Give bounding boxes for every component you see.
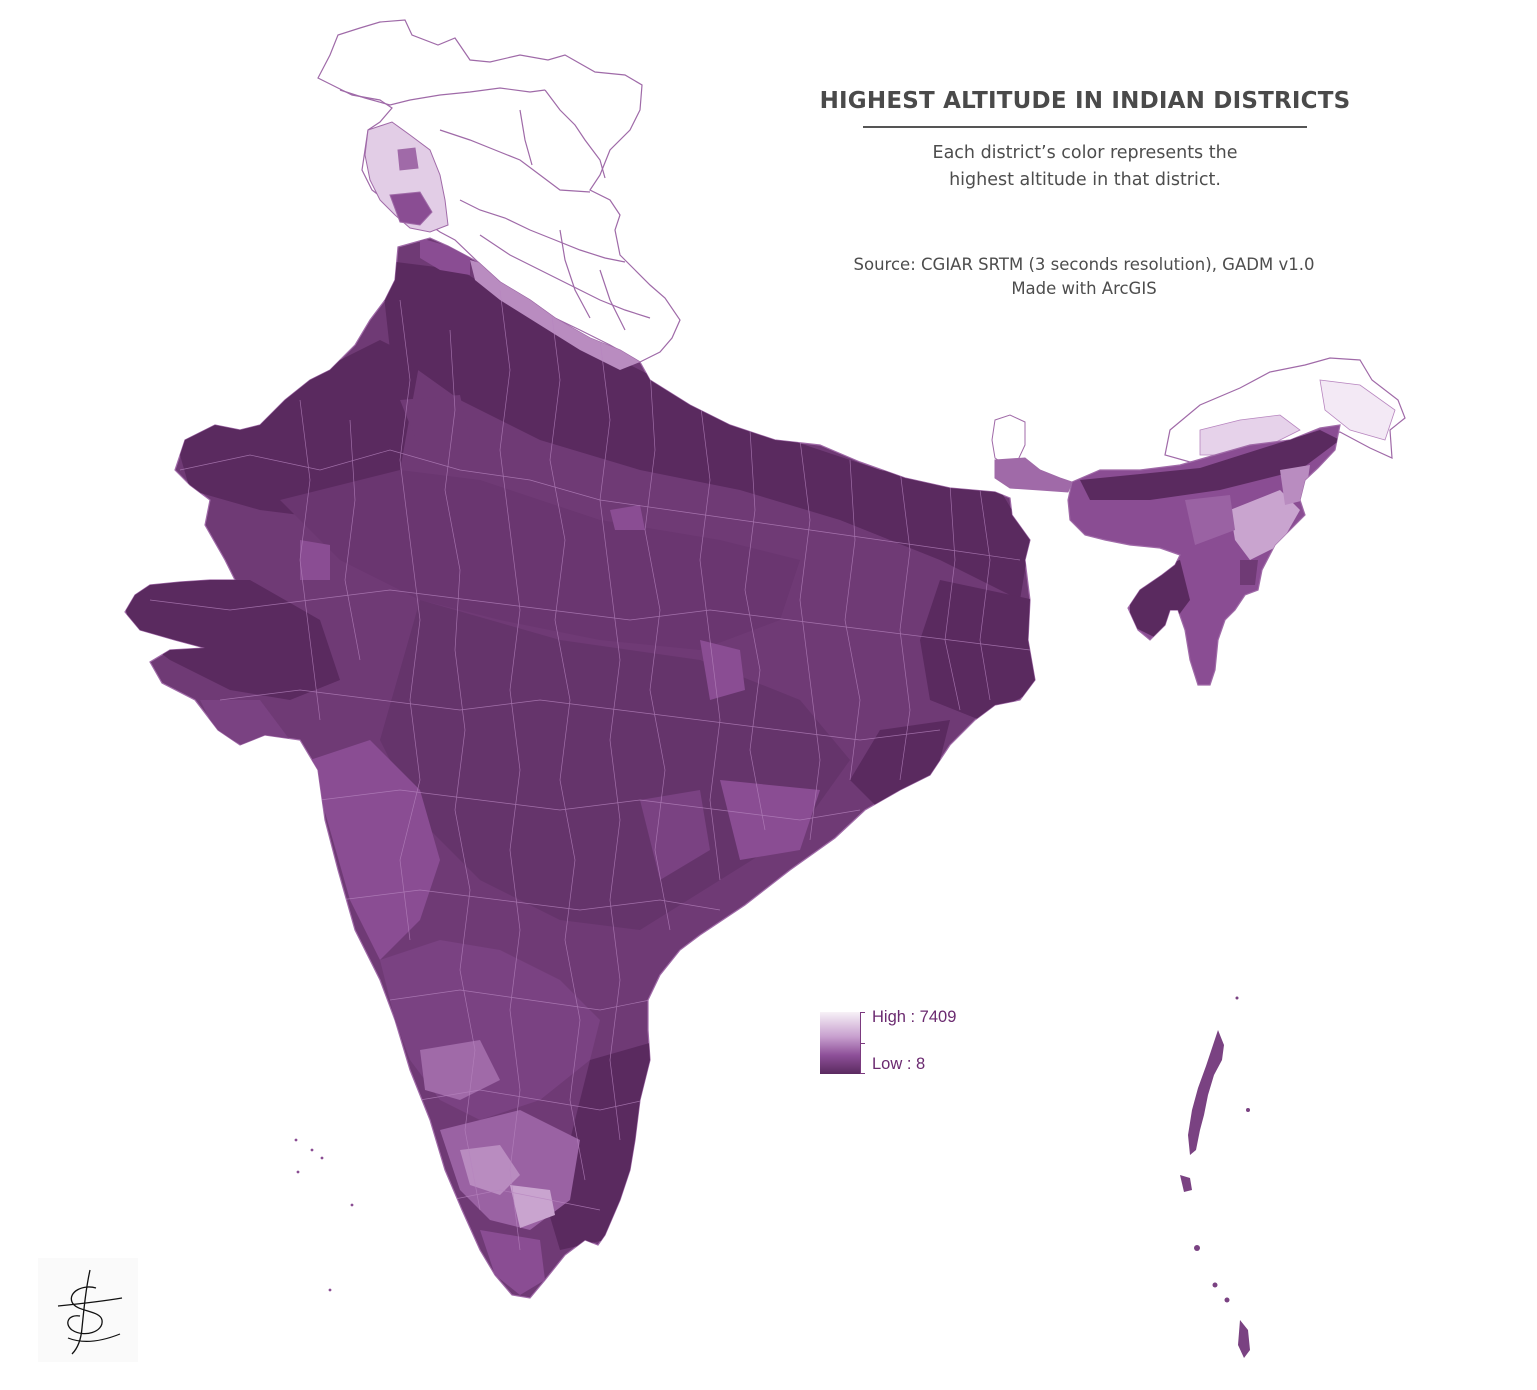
himachal-region: [364, 121, 449, 233]
source-line: Source: CGIAR SRTM (3 seconds resolution…: [853, 255, 1315, 274]
author-signature: [38, 1258, 138, 1362]
signature-mark: [57, 1269, 123, 1355]
northeast-region: [1067, 357, 1406, 686]
legend-tick-mid: [861, 1043, 865, 1044]
map-title: HIGHEST ALTITUDE IN INDIAN DISTRICTS: [819, 88, 1351, 114]
legend-ticks: [860, 1012, 867, 1074]
legend-tick-low: [861, 1073, 865, 1074]
andaman-nicobar-islands: [1180, 996, 1250, 1358]
map-legend: High : 7409 Low : 8: [820, 1008, 1000, 1076]
sikkim-region: [991, 414, 1073, 493]
legend-tick-high: [861, 1012, 865, 1013]
made-with-line: Made with ArcGIS: [1011, 279, 1157, 298]
map-header: HIGHEST ALTITUDE IN INDIAN DISTRICTS Eac…: [800, 88, 1370, 194]
legend-color-ramp: [820, 1012, 860, 1074]
title-divider: [863, 126, 1307, 128]
legend-low-label: Low : 8: [872, 1055, 926, 1073]
northern-himalaya-region: [317, 19, 681, 363]
lakshadweep-islands: [294, 1138, 354, 1292]
mainland-choropleth: [124, 237, 1036, 1299]
source-note: Source: CGIAR SRTM (3 seconds resolution…: [800, 253, 1368, 301]
legend-high-label: High : 7409: [872, 1008, 957, 1026]
map-subtitle: Each district’s color represents the hig…: [932, 143, 1238, 190]
